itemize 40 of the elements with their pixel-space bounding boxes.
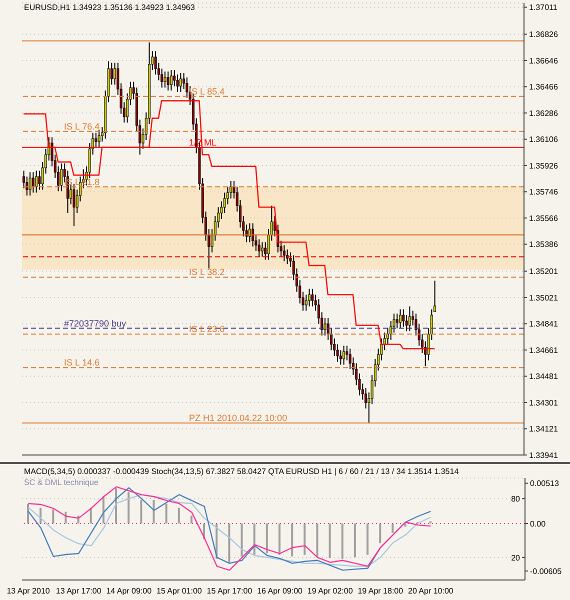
ref-line-label: IS L 76.4 — [64, 121, 100, 132]
x-tick-label: 16 Apr 09:00 — [257, 586, 304, 596]
y2-tick-label: 0.00 — [530, 519, 546, 528]
x-tick-label: 19 Apr 02:00 — [307, 586, 354, 596]
chart-title: EURUSD,H1 1.34923 1.35136 1.34923 1.34963 — [24, 2, 195, 13]
ref-line-label: IS L 14.6 — [64, 358, 100, 368]
y-tick-label: 1.36466 — [529, 82, 558, 92]
y-tick-label: 80 — [511, 494, 521, 504]
ref-line-label: PZ H1 2010.04.22 10:00 — [189, 413, 288, 424]
y-tick-label: 1.36286 — [529, 108, 558, 118]
y-tick-label: 1.36826 — [529, 30, 558, 40]
y2-tick-label: -0.00605 — [530, 566, 562, 576]
x-tick-label: 13 Apr 17:00 — [56, 586, 102, 596]
x-tick-label: 20 Apr 10:00 — [408, 586, 454, 596]
annotation: SC & DML technique — [24, 477, 100, 488]
ref-line-label: IS L 38.2 — [189, 267, 225, 278]
y-tick-label: 20 — [511, 553, 521, 562]
ref-line-label: #72037790 buy — [64, 318, 127, 328]
y-tick-label: 1.37011 — [529, 3, 558, 12]
y-tick-label: 1.36106 — [529, 135, 558, 144]
y-tick-label: 1.35021 — [529, 293, 558, 302]
y2-tick-label: 0.00513 — [530, 479, 560, 488]
y-tick-label: 1.36646 — [529, 56, 558, 66]
y-tick-label: 1.34661 — [529, 346, 558, 355]
x-tick-label: 13 Apr 2010 — [6, 586, 50, 596]
x-tick-label: 14 Apr 09:00 — [106, 586, 152, 596]
chart-title: MACD(5,34,5) 0.000337 -0.000439 Stoch(34,13,5) 67.3827 58.0427 QTA EURUSD H1 | 6 / 60 / 21 / 13 / 34 1.3514 1.3514 — [24, 466, 459, 477]
y-tick-label: 1.35926 — [529, 161, 558, 170]
y-tick-label: 1.34121 — [529, 424, 558, 434]
x-tick-label: 15 Apr 01:00 — [156, 586, 202, 596]
y-tick-label: 1.34301 — [529, 398, 558, 408]
y-tick-label: 1.35746 — [529, 188, 558, 197]
y-tick-label: 1.34841 — [529, 320, 558, 329]
y-tick-label: 1.34481 — [529, 372, 558, 382]
y-tick-label: 1.35386 — [529, 240, 558, 250]
y-tick-label: 1.35566 — [529, 214, 558, 223]
x-tick-label: 15 Apr 17:00 — [206, 586, 253, 596]
x-tick-label: 19 Apr 18:00 — [358, 586, 404, 596]
y-tick-label: 1.33941 — [529, 450, 558, 460]
y-tick-label: 1.35201 — [529, 267, 558, 276]
